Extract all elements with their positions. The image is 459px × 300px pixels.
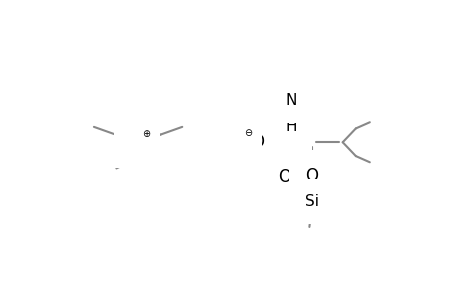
Text: ⊖: ⊖ [244,128,252,138]
Text: N: N [131,133,143,151]
Text: N: N [285,93,297,108]
Text: Si: Si [304,194,318,209]
Text: O: O [304,167,318,185]
Text: H: H [132,119,144,134]
Text: H: H [285,119,296,134]
Text: ⊕: ⊕ [141,129,150,139]
Text: O: O [278,168,291,186]
Text: P: P [279,133,289,151]
Text: O: O [251,133,263,151]
